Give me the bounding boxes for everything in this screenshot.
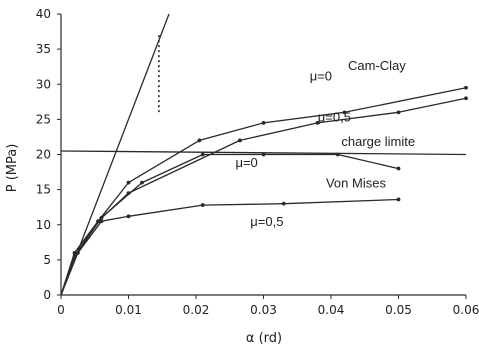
y-tick-label: 0 [43,288,51,302]
series-line-charge_limite [60,150,467,156]
data-point-vonmises_mu0 [261,152,266,157]
x-tick-label: 0 [57,303,65,317]
annotation-label: Von Mises [326,176,386,191]
y-tick-label: 35 [36,42,51,56]
x-tick-label: 0.04 [318,303,345,317]
y-tick-label: 40 [36,7,51,21]
data-point-camclay_mu05 [396,110,401,115]
data-point-camclay_mu0 [72,250,77,255]
data-point-vonmises_mu05 [75,250,80,255]
y-tick-label: 30 [36,77,51,91]
x-tick-label: 0.02 [183,303,210,317]
chart-series-group [60,13,468,296]
annotation-label: Cam-Clay [348,58,406,73]
series-line-vonmises_mu05 [60,198,399,296]
annotation-label: μ=0 [235,155,257,170]
chart-annotations: Cam-Clay μ=0 μ=0,5 charge limite μ=0 Von Mise… [235,58,415,229]
x-tick-label: 0.06 [453,303,479,317]
y-tick-label: 10 [36,218,51,232]
data-point-vonmises_mu05 [126,214,131,219]
y-axis-title: P (MPa) [5,144,20,193]
data-point-camclay_mu05 [237,138,242,143]
data-point-vonmises_mu05 [200,203,205,207]
x-axis-title: α (rd) [246,331,282,346]
data-point-camclay_mu05 [464,96,468,101]
annotation-label: charge limite [341,134,415,149]
y-tick-label: 5 [43,253,51,267]
data-point-camclay_mu0 [197,138,202,143]
data-point-camclay_mu0 [261,120,266,125]
data-point-vonmises_mu0 [140,180,144,185]
data-point-vonmises_mu05 [281,201,286,206]
series-line-camclay_mu05 [60,97,467,296]
data-point-vonmises_mu0 [99,215,104,220]
data-point-camclay_mu0 [126,180,131,185]
series-line-vonmises_mu0 [60,153,399,296]
data-point-vonmises_mu0 [396,166,401,171]
x-tick-label: 0.01 [115,303,142,317]
series-line-camclay_mu0 [60,87,467,296]
data-point-camclay_mu05 [315,120,320,125]
y-tick-label: 15 [36,183,51,197]
chart-axes: 0 5 10 15 20 25 30 35 40 0 0.01 0.02 0.03 0.04 0.05 0.0… [36,7,479,317]
annotation-label: μ=0 [310,69,332,84]
data-point-vonmises_mu05 [99,219,104,224]
annotation-label: μ=0,5 [250,214,283,229]
data-point-vonmises_mu0 [200,152,205,157]
y-tick-label: 25 [36,112,51,126]
data-point-camclay_mu0 [342,110,347,115]
data-point-camclay_mu0 [464,85,468,90]
x-tick-label: 0.05 [385,303,412,317]
annotation-label: μ=0,5 [318,109,351,124]
data-point-vonmises_mu05 [396,197,401,202]
x-tick-label: 0.03 [250,303,277,317]
series-line-elastic [60,13,170,296]
y-tick-label: 20 [36,148,51,162]
